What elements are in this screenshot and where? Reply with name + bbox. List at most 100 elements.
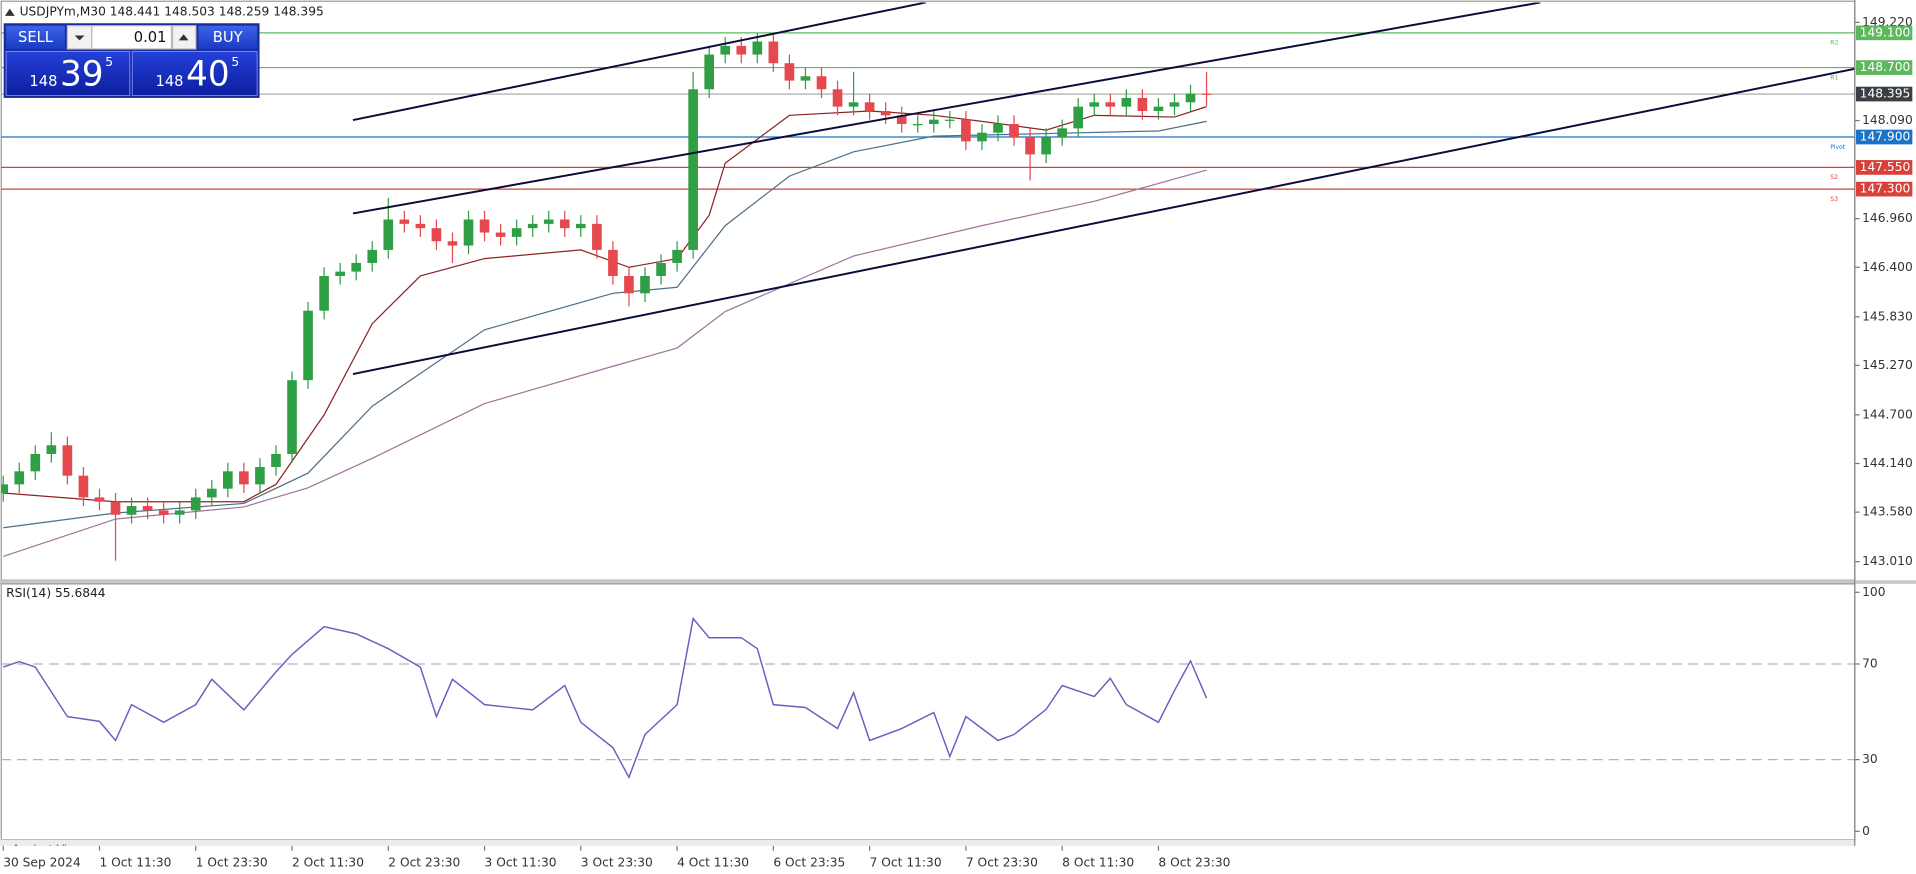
price-tag	[1856, 129, 1913, 145]
candle-body	[383, 219, 394, 250]
bid-box[interactable]	[5, 51, 131, 96]
volume-input[interactable]	[91, 25, 173, 50]
candle-body	[896, 115, 907, 125]
moving-average	[3, 120, 1207, 529]
candle-body	[848, 102, 859, 107]
candle-body	[864, 102, 875, 111]
candle-body	[656, 262, 666, 276]
candle-body	[511, 228, 522, 237]
price-tag	[1856, 25, 1913, 41]
candle-body	[993, 124, 1003, 133]
candle-body	[255, 466, 265, 485]
y-tick-label: 143.580	[1862, 505, 1913, 519]
ask-small: 5	[231, 55, 239, 69]
candle-body	[463, 219, 474, 246]
collapse-icon[interactable]	[4, 8, 15, 16]
pivot-level-name: R1	[1830, 74, 1838, 81]
rsi-tick-label: 30	[1862, 752, 1878, 766]
candle-body	[704, 54, 714, 90]
candle-body	[303, 310, 313, 381]
candle-body	[94, 497, 105, 502]
candle-body	[110, 501, 121, 515]
price-tag	[1856, 181, 1913, 197]
candle-body	[1041, 137, 1051, 155]
down-arrow	[74, 35, 85, 41]
candle-body	[608, 249, 618, 276]
bid-small: 5	[105, 55, 113, 69]
candle-body	[447, 241, 458, 246]
trend-line	[352, 2, 926, 122]
candle-body	[527, 223, 538, 229]
sell-label[interactable]: SELL	[18, 29, 54, 46]
candle-body	[559, 219, 570, 229]
pivot-level-name: Pivot	[1830, 144, 1846, 151]
candle-body	[158, 510, 169, 515]
pivot-level-name: S2	[1830, 174, 1838, 181]
x-tick-label: 8 Oct 23:30	[1158, 855, 1230, 869]
candle-body	[1201, 93, 1212, 95]
price-tag	[1856, 160, 1913, 175]
candle-body	[912, 124, 923, 126]
buy-button[interactable]	[198, 25, 258, 49]
x-tick-label: 7 Oct 23:30	[966, 855, 1038, 869]
bid-big: 148	[29, 73, 57, 90]
candle-body	[1025, 137, 1035, 155]
candle-body	[351, 262, 362, 272]
buy-label[interactable]: BUY	[213, 29, 243, 46]
candle-body	[1057, 128, 1067, 138]
candle-body	[543, 219, 554, 224]
analyst-views-tab[interactable]: Analyst Views	[12, 843, 88, 856]
candle-body	[206, 488, 217, 498]
volume-value[interactable]: 0.01	[134, 29, 167, 46]
candle-body	[672, 249, 682, 263]
price-tag	[1856, 60, 1913, 75]
up-arrow	[178, 34, 189, 41]
candle-body	[190, 497, 201, 511]
sell-button[interactable]	[6, 25, 65, 49]
candle-body	[768, 41, 779, 64]
candle-body	[399, 219, 410, 224]
candle-body	[62, 445, 73, 476]
ask-mid: 40	[186, 54, 230, 94]
candle-body	[800, 76, 811, 81]
candle-body	[367, 249, 378, 263]
moving-average	[3, 169, 1207, 557]
x-tick-label: 3 Oct 11:30	[485, 855, 557, 869]
candle-body	[961, 119, 971, 142]
current-price-label: 148.395	[1860, 87, 1911, 101]
candle-body	[928, 119, 939, 125]
candle-body	[1153, 106, 1164, 111]
candle-body	[832, 89, 843, 107]
candle-body	[1121, 97, 1132, 107]
candle-body	[945, 119, 955, 121]
candle-body	[977, 132, 987, 142]
y-tick-label: 144.700	[1862, 407, 1913, 421]
x-tick-label: 3 Oct 23:30	[581, 855, 653, 869]
rsi-tick-label: 70	[1862, 656, 1878, 670]
candle-body	[14, 471, 25, 485]
price-tag-label: 147.300	[1860, 182, 1911, 196]
candle-body	[880, 110, 891, 116]
x-tick-label: 6 Oct 23:35	[773, 855, 845, 869]
x-tick-label: 7 Oct 11:30	[870, 855, 942, 869]
rsi-tick-label: 0	[1862, 824, 1870, 838]
y-tick-label: 144.140	[1862, 456, 1913, 470]
y-tick-label: 145.270	[1862, 358, 1913, 372]
price-tag-label: 147.900	[1860, 130, 1911, 144]
ask-box[interactable]	[131, 51, 258, 96]
chart-title: USDJPYm,M30 148.441 148.503 148.259 148.…	[20, 5, 324, 19]
candle-body	[30, 453, 41, 472]
candle-body	[624, 275, 634, 294]
bid-mid: 39	[60, 54, 104, 94]
x-tick-label: 2 Oct 23:30	[388, 855, 460, 869]
candle-body	[1105, 102, 1116, 107]
candle-body	[688, 89, 698, 250]
candle-body	[46, 445, 57, 454]
pivot-level-name: S3	[1830, 196, 1838, 203]
candle-body	[736, 45, 747, 55]
price-tag-label: 149.100	[1860, 25, 1911, 39]
trade-panel: SELL 0.01 BUY 148 39 5 148 40 5	[3, 23, 260, 98]
pivot-level-name: R2	[1830, 40, 1838, 47]
